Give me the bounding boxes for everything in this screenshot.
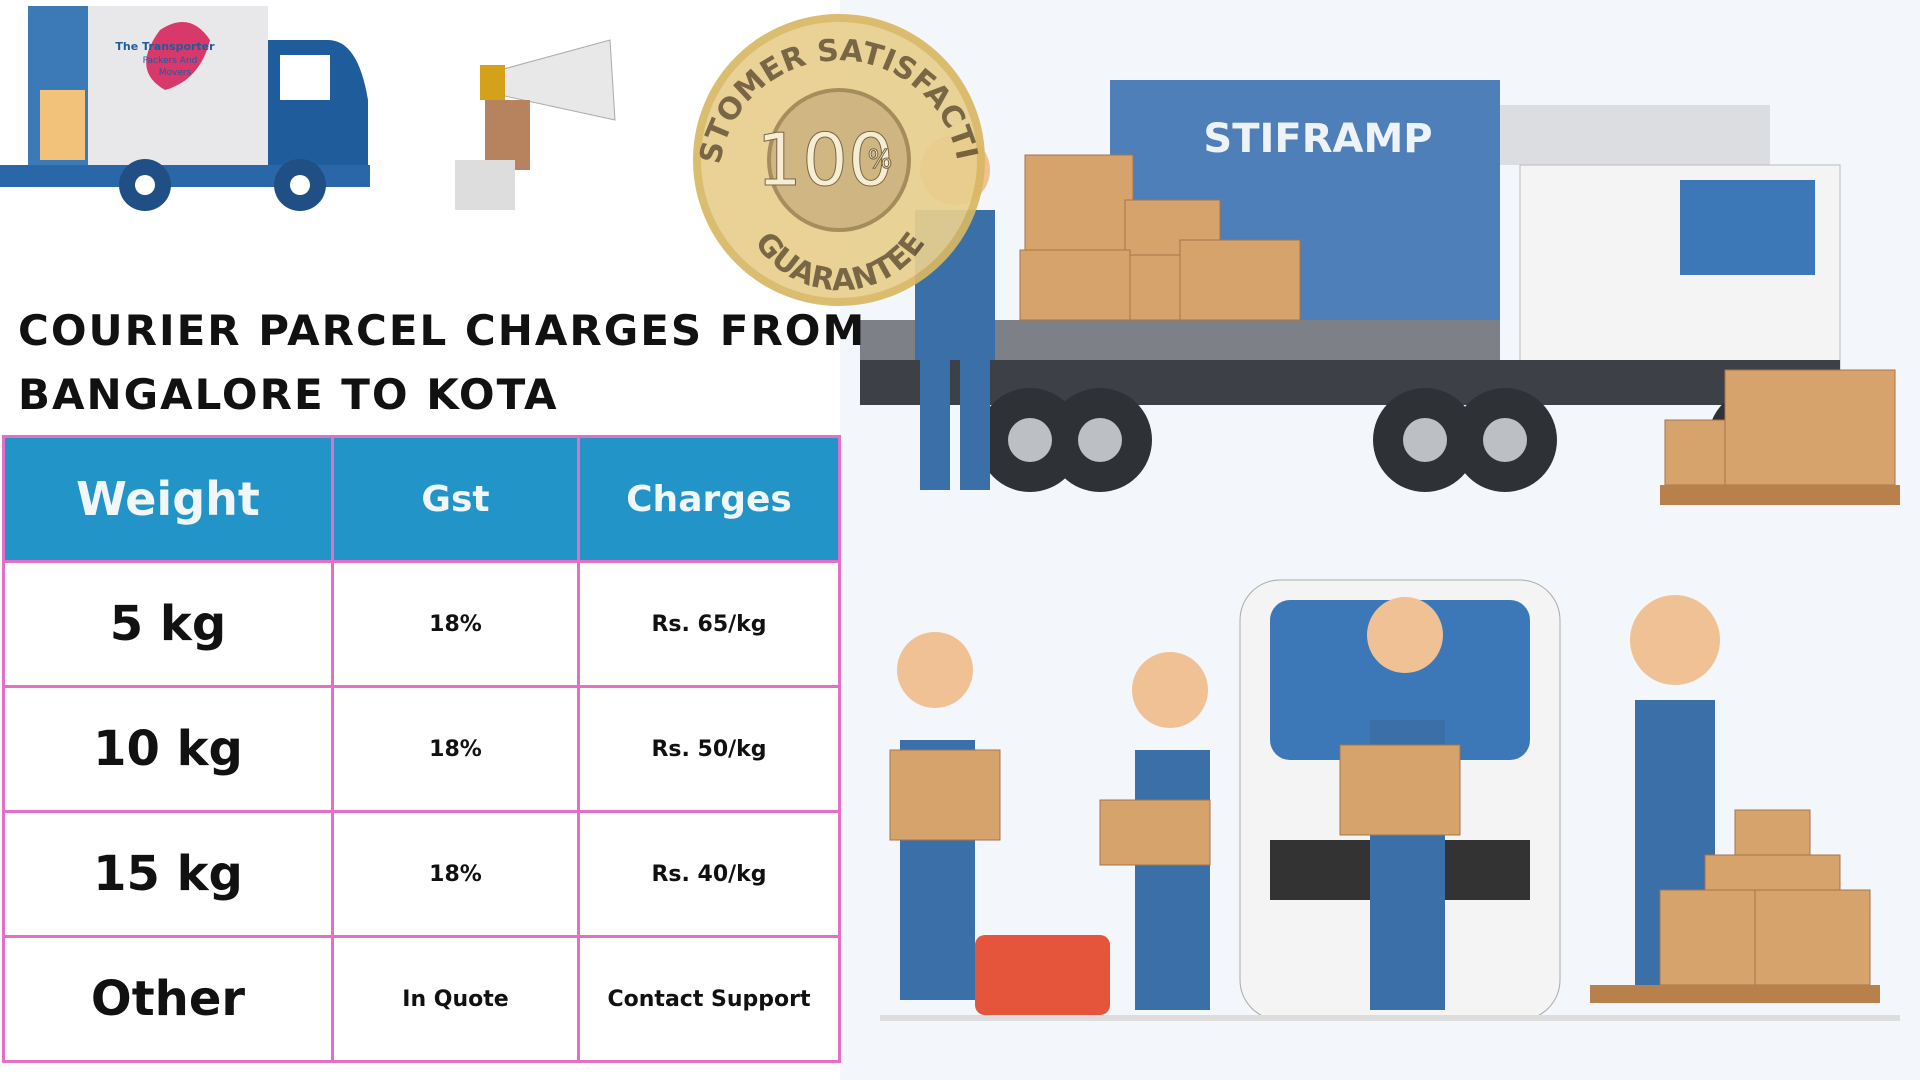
table-cell: 18% — [331, 560, 580, 688]
table-cell: Rs. 65/kg — [577, 560, 841, 688]
table-cell: In Quote — [331, 935, 580, 1063]
table-cell: Contact Support — [577, 935, 841, 1063]
table-cell: 15 kg — [2, 810, 334, 938]
charges-table: Weight Gst Charges 5 kg 18% Rs. 65/kg 10 kg 18%… — [2, 435, 841, 1063]
table-cell: 18% — [331, 810, 580, 938]
table-row: Other In Quote Contact Support — [2, 935, 841, 1063]
logo-truck: The Transporter Packers And Movers — [0, 6, 370, 211]
flatbed-truck: STIFRAMP — [860, 80, 1900, 505]
header-row: Weight Gst Charges — [2, 435, 841, 563]
header-cell: Gst — [331, 435, 580, 563]
table-cell: Rs. 40/kg — [577, 810, 841, 938]
workers-scene — [880, 579, 1900, 1021]
table-row: 15 kg 18% Rs. 40/kg — [2, 810, 841, 938]
truck-label: STIFRAMP — [1203, 116, 1432, 162]
title-line: BANGALORE TO KOTA — [18, 370, 559, 419]
table-cell: 18% — [331, 685, 580, 813]
title-line: COURIER PARCEL CHARGES FROM — [18, 306, 867, 355]
table-cell: Rs. 50/kg — [577, 685, 841, 813]
badge-value: 100 — [756, 118, 893, 202]
header-cell: Weight — [2, 435, 334, 563]
table-cell: 10 kg — [2, 685, 334, 813]
header-cell: Charges — [577, 435, 841, 563]
table-row: 5 kg 18% Rs. 65/kg — [2, 560, 841, 688]
table-row: 10 kg 18% Rs. 50/kg — [2, 685, 841, 813]
table-cell: Other — [2, 935, 334, 1063]
logo-line: Movers — [159, 68, 192, 78]
logo-line: The Transporter — [115, 40, 215, 53]
table-cell: 5 kg — [2, 560, 334, 688]
badge-unit: % — [868, 145, 893, 175]
megaphone — [455, 39, 616, 210]
logo-line: Packers And — [143, 56, 198, 66]
